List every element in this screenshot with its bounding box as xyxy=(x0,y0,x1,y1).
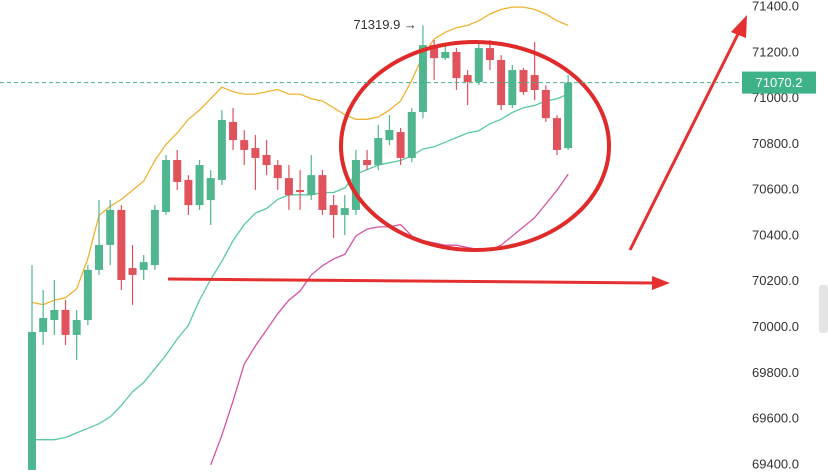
candle-body xyxy=(195,165,204,206)
candle-body xyxy=(474,48,483,82)
y-tick-label: 69400.0 xyxy=(752,456,799,471)
candle-body xyxy=(251,148,260,158)
candle-body xyxy=(229,122,238,141)
y-tick-label: 70000.0 xyxy=(752,319,799,334)
y-tick-label: 71200.0 xyxy=(752,44,799,59)
moving-average-line xyxy=(31,6,569,306)
candle-body xyxy=(340,208,349,215)
candle-body xyxy=(284,178,293,196)
candle-body xyxy=(374,138,383,166)
candle-body xyxy=(351,160,360,210)
candle-body xyxy=(61,309,70,335)
y-tick-label: 70400.0 xyxy=(752,227,799,242)
candle-body xyxy=(273,165,282,179)
candle-body xyxy=(452,51,461,79)
candle-body xyxy=(162,160,171,212)
candle-body xyxy=(463,75,472,82)
arrow-head xyxy=(652,276,670,290)
y-tick-label: 70800.0 xyxy=(752,136,799,151)
candle-body xyxy=(50,309,59,321)
candle-body xyxy=(407,111,416,158)
candle-body xyxy=(39,317,48,332)
candle-body xyxy=(396,132,405,158)
arrow-head xyxy=(731,15,747,38)
y-tick-label: 69600.0 xyxy=(752,411,799,426)
candle-body xyxy=(519,70,528,93)
candle-body xyxy=(139,262,148,270)
candle-body xyxy=(106,209,115,245)
highlight-circle xyxy=(339,40,611,252)
y-tick-label: 71000.0 xyxy=(752,90,799,105)
candle-body xyxy=(329,205,338,215)
candle-body xyxy=(72,320,81,335)
candle-body xyxy=(418,45,427,112)
candle-body xyxy=(117,209,126,280)
candle-body xyxy=(552,118,561,150)
candle-body xyxy=(497,59,506,106)
candle-body xyxy=(441,51,450,59)
last-price-label: 71070.2 xyxy=(756,75,803,90)
y-tick-label: 70200.0 xyxy=(752,273,799,288)
candle-body xyxy=(128,268,137,275)
candle-body xyxy=(217,119,226,180)
candle-body xyxy=(262,154,271,166)
candle-body xyxy=(240,140,249,150)
candle-body xyxy=(508,70,517,106)
candle-body xyxy=(385,130,394,141)
high-annotation: 71319.9 → xyxy=(353,17,417,32)
candle-body xyxy=(184,179,193,206)
y-tick-label: 70600.0 xyxy=(752,182,799,197)
arrow-line xyxy=(167,277,656,285)
candle-body xyxy=(83,269,92,321)
candle-body xyxy=(541,89,550,119)
y-tick-label: 69800.0 xyxy=(752,365,799,380)
plot-area xyxy=(28,6,573,470)
candle-body xyxy=(430,45,439,59)
candle-body xyxy=(206,178,215,201)
candle-body xyxy=(363,160,372,166)
scroll-handle[interactable] xyxy=(819,285,828,333)
candle-body xyxy=(150,209,159,266)
candle-body xyxy=(95,244,104,270)
candle-body xyxy=(28,331,36,470)
last-price-box xyxy=(742,71,816,94)
candle-body xyxy=(307,175,316,196)
candle-body xyxy=(318,175,327,210)
candle-body xyxy=(564,82,573,149)
candle-body xyxy=(296,190,305,193)
candle-body xyxy=(173,160,182,182)
y-tick-label: 71400.0 xyxy=(752,0,799,14)
candle-body xyxy=(485,48,494,60)
arrow-line xyxy=(628,29,742,251)
